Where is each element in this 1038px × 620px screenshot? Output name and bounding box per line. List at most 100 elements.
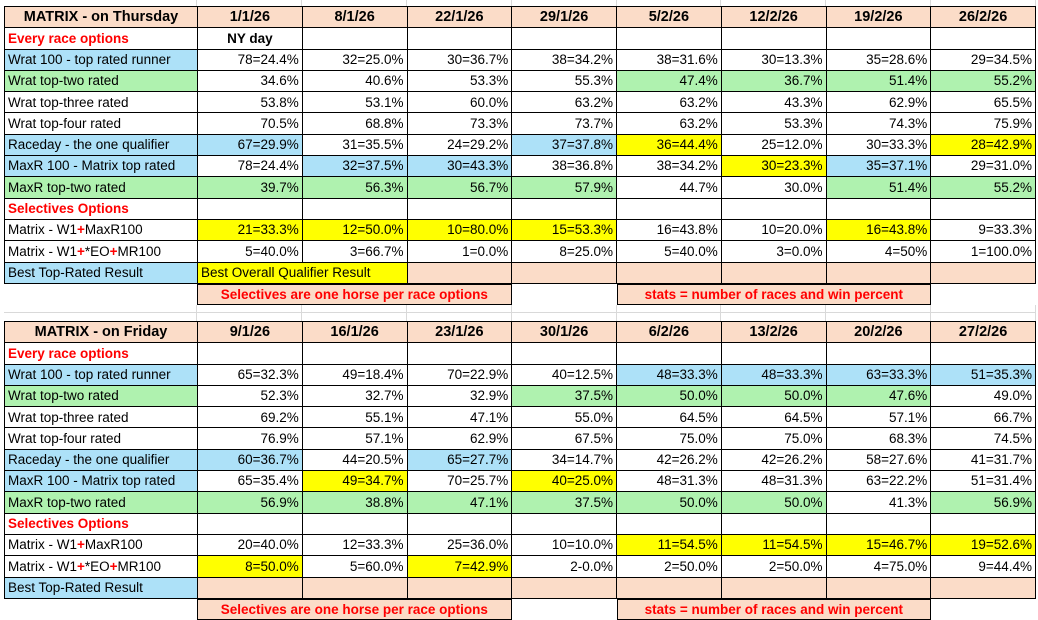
value-cell[interactable]: 9=33.3%	[931, 219, 1036, 242]
value-cell[interactable]: 4=75.0%	[826, 556, 932, 578]
value-cell[interactable]: 67.5%	[512, 428, 617, 450]
value-cell[interactable]: 30.0%	[721, 177, 827, 199]
value-cell[interactable]: 68.3%	[826, 428, 932, 450]
value-cell[interactable]	[198, 513, 303, 535]
value-cell[interactable]: 47.1%	[407, 492, 513, 514]
value-cell[interactable]: 55.3%	[512, 70, 617, 93]
value-cell[interactable]: 55.2%	[931, 70, 1036, 93]
value-cell[interactable]: 40=12.5%	[512, 364, 617, 386]
value-cell[interactable]: 70.5%	[198, 113, 303, 135]
value-cell[interactable]	[407, 198, 513, 220]
value-cell[interactable]: 62.9%	[826, 92, 932, 114]
value-cell[interactable]: 32=25.0%	[302, 49, 408, 71]
value-cell[interactable]: 12=50.0%	[302, 219, 408, 242]
value-cell[interactable]: 55.0%	[512, 407, 617, 429]
value-cell[interactable]: 19=52.6%	[931, 534, 1036, 557]
value-cell[interactable]: 32.7%	[302, 385, 408, 408]
value-cell[interactable]: 32.9%	[407, 385, 513, 408]
value-cell[interactable]: 3=66.7%	[302, 241, 408, 263]
value-cell[interactable]: 42=26.2%	[721, 449, 827, 472]
value-cell[interactable]: 40.6%	[302, 70, 408, 93]
value-cell[interactable]: 53.3%	[407, 70, 513, 93]
row-label[interactable]: Best Top-Rated Result	[5, 577, 198, 599]
value-cell[interactable]: 28=42.9%	[931, 134, 1036, 157]
value-cell[interactable]	[826, 262, 932, 284]
value-cell[interactable]: 11=54.5%	[617, 534, 722, 557]
value-cell[interactable]	[931, 343, 1036, 365]
value-cell[interactable]: 75.0%	[721, 428, 827, 450]
value-cell[interactable]	[826, 577, 932, 599]
date-header[interactable]: 22/1/26	[407, 7, 513, 29]
value-cell[interactable]: 8=25.0%	[512, 241, 617, 263]
value-cell[interactable]: 52.3%	[198, 385, 303, 408]
value-cell[interactable]: 41.3%	[826, 492, 932, 514]
value-cell[interactable]: 39.7%	[198, 177, 303, 199]
value-cell[interactable]: 67=29.9%	[198, 134, 303, 157]
value-cell[interactable]: 63.2%	[512, 92, 617, 114]
row-label[interactable]: MaxR 100 - Matrix top rated	[5, 156, 198, 178]
value-cell[interactable]: 49=18.4%	[302, 364, 408, 386]
value-cell[interactable]: 41=31.7%	[931, 449, 1036, 472]
value-cell[interactable]	[826, 28, 932, 50]
value-cell[interactable]: 4=50%	[826, 241, 932, 263]
row-label[interactable]: Selectives Options	[5, 513, 198, 535]
value-cell[interactable]	[512, 28, 617, 50]
value-cell[interactable]: 38=36.8%	[512, 156, 617, 178]
value-cell[interactable]: 36=44.4%	[617, 134, 722, 157]
value-cell[interactable]: 50.0%	[617, 385, 722, 408]
value-cell[interactable]: 68.8%	[302, 113, 408, 135]
value-cell[interactable]	[826, 198, 932, 220]
value-cell[interactable]: 16=43.8%	[826, 219, 932, 242]
row-label[interactable]: Every race options	[5, 28, 198, 50]
value-cell[interactable]: 2-0.0%	[512, 556, 617, 578]
value-cell[interactable]: 65=32.3%	[198, 364, 303, 386]
date-header[interactable]: 20/2/26	[826, 322, 932, 344]
value-cell[interactable]: 55.2%	[931, 177, 1036, 199]
row-label[interactable]: MaxR 100 - Matrix top rated	[5, 471, 198, 493]
value-cell[interactable]: 64.5%	[617, 407, 722, 429]
value-cell[interactable]: 56.9%	[931, 492, 1036, 514]
value-cell[interactable]: 73.3%	[407, 113, 513, 135]
value-cell[interactable]: 2=50.0%	[617, 556, 722, 578]
value-cell[interactable]: 10=20.0%	[721, 219, 827, 242]
value-cell[interactable]: 30=33.3%	[826, 134, 932, 157]
date-header[interactable]: 16/1/26	[302, 322, 408, 344]
value-cell[interactable]: 58=27.6%	[826, 449, 932, 472]
value-cell[interactable]	[407, 513, 513, 535]
value-cell[interactable]: 56.7%	[407, 177, 513, 199]
row-label[interactable]: Raceday - the one qualifier	[5, 449, 198, 472]
value-cell[interactable]: 30=23.3%	[721, 156, 827, 178]
row-label[interactable]: MaxR top-two rated	[5, 492, 198, 514]
table-title[interactable]: MATRIX - on Friday	[5, 322, 198, 344]
value-cell[interactable]	[721, 198, 827, 220]
value-cell[interactable]	[617, 262, 722, 284]
value-cell[interactable]: 50.0%	[721, 492, 827, 514]
value-cell[interactable]: 73.7%	[512, 113, 617, 135]
row-label[interactable]: Selectives Options	[5, 198, 198, 220]
value-cell[interactable]: 50.0%	[721, 385, 827, 408]
value-cell[interactable]: 10=80.0%	[407, 219, 513, 242]
value-cell[interactable]: 31=35.5%	[302, 134, 408, 157]
value-cell[interactable]: 8=50.0%	[198, 556, 303, 578]
value-cell[interactable]: 70=25.7%	[407, 471, 513, 493]
value-cell[interactable]: 44=20.5%	[302, 449, 408, 472]
value-cell[interactable]: 38.8%	[302, 492, 408, 514]
value-cell[interactable]	[931, 513, 1036, 535]
value-cell[interactable]	[302, 198, 408, 220]
value-cell[interactable]: 2=50.0%	[721, 556, 827, 578]
value-cell[interactable]: 57.9%	[512, 177, 617, 199]
value-cell[interactable]: 75.9%	[931, 113, 1036, 135]
date-header[interactable]: 30/1/26	[512, 322, 617, 344]
value-cell[interactable]: 3=0.0%	[721, 241, 827, 263]
date-header[interactable]: 5/2/26	[617, 7, 722, 29]
value-cell[interactable]	[931, 28, 1036, 50]
value-cell[interactable]	[617, 513, 722, 535]
value-cell[interactable]	[302, 343, 408, 365]
value-cell[interactable]	[617, 577, 722, 599]
value-cell[interactable]: 30=36.7%	[407, 49, 513, 71]
value-cell[interactable]: 44.7%	[617, 177, 722, 199]
value-cell[interactable]	[302, 28, 408, 50]
value-cell[interactable]	[721, 262, 827, 284]
value-cell[interactable]	[407, 577, 513, 599]
value-cell[interactable]: 56.3%	[302, 177, 408, 199]
